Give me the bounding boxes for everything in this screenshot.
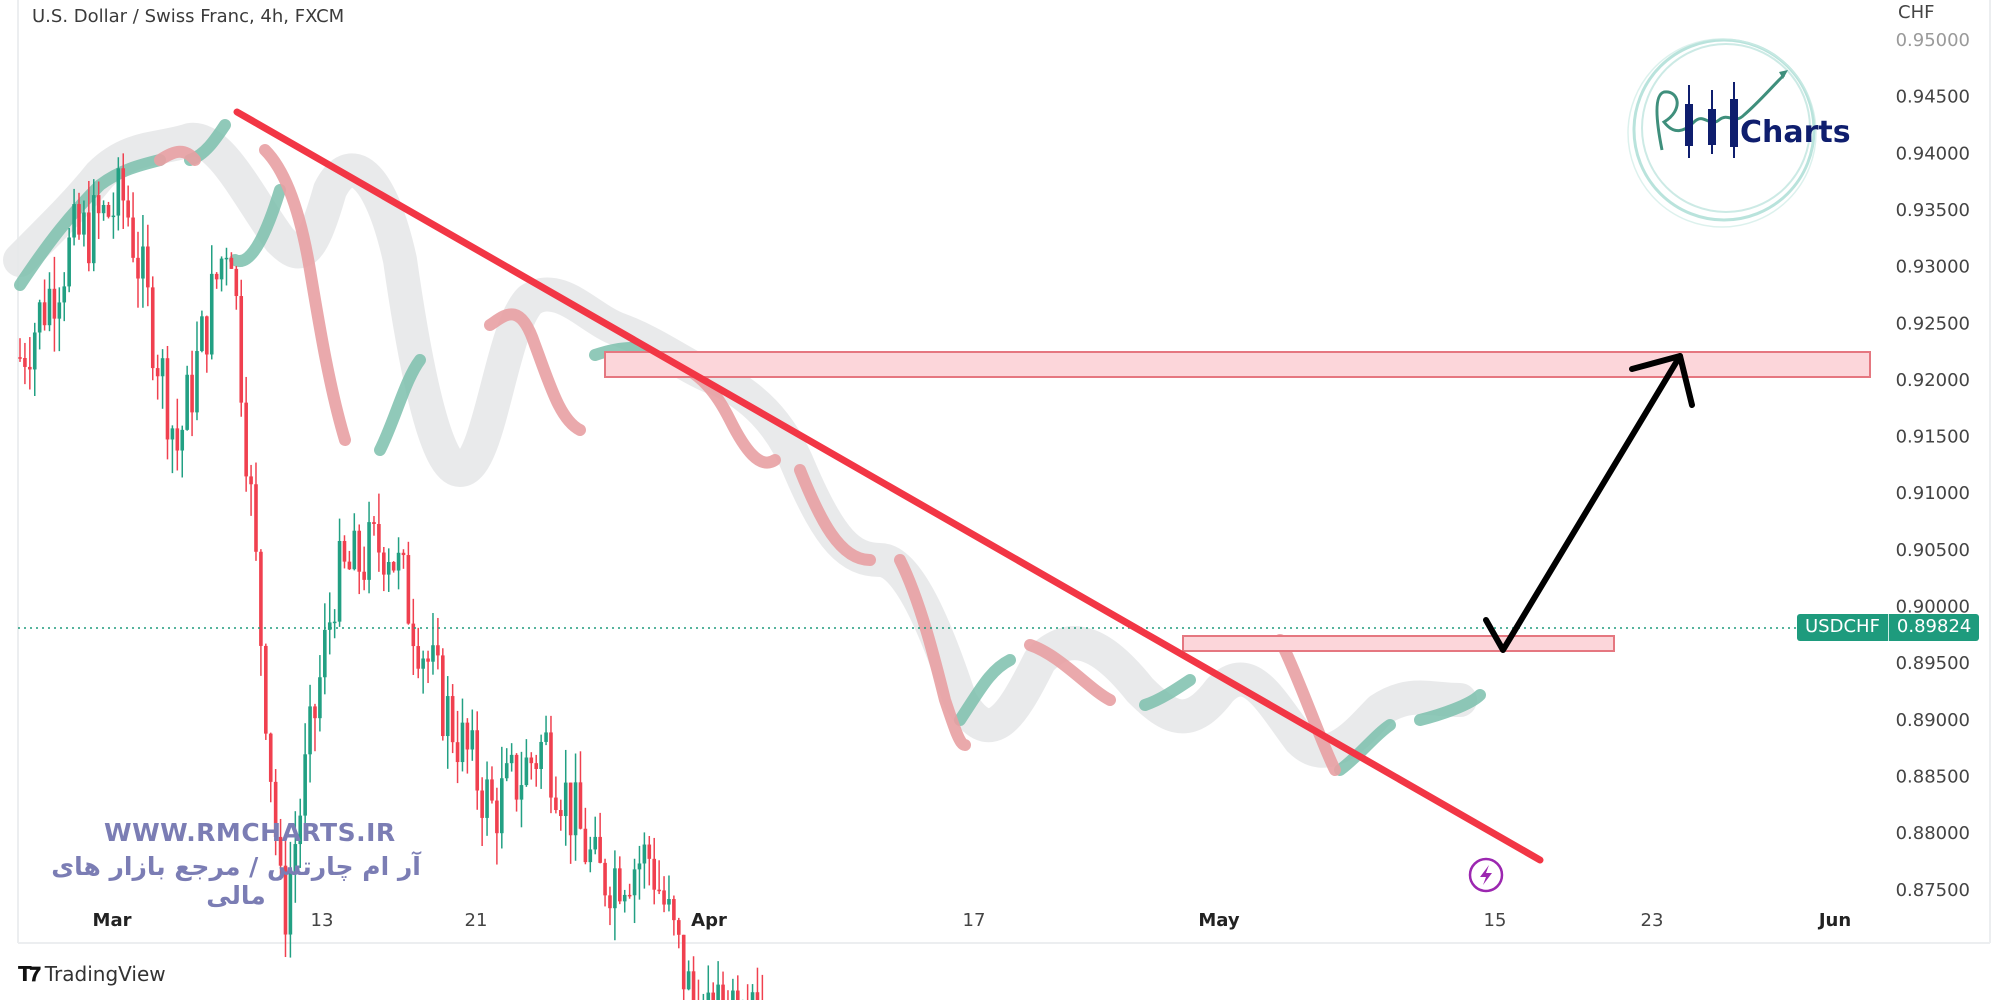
price-tick-label: 0.90000 <box>1896 597 1970 618</box>
time-tick-label: 17 <box>963 910 986 931</box>
time-tick-label: 21 <box>465 910 488 931</box>
symbol-title: U.S. Dollar / Swiss Franc, 4h, FXCM <box>32 6 345 27</box>
price-tick-label: 0.90500 <box>1896 540 1970 561</box>
watermark-url: WWW.RMCHARTS.IR <box>104 818 396 847</box>
descending-trendline[interactable] <box>233 108 1544 864</box>
flash-icon[interactable] <box>1468 857 1504 893</box>
tradingview-brand[interactable]: T𝟕 TradingView <box>18 962 166 986</box>
watermark-tagline: آر ام چارتس / مرجع بازار های مالی <box>51 852 421 910</box>
last-price-badge[interactable]: USDCHF 0.89824 <box>1797 614 1980 641</box>
time-tick-label: 15 <box>1484 910 1507 931</box>
price-tick-label: 0.87500 <box>1896 880 1970 901</box>
price-tick-label: 0.91000 <box>1896 483 1970 504</box>
time-axis[interactable]: Mar 13 21 Apr 17 May 15 23 Jun <box>93 910 1852 931</box>
projection-arrow[interactable] <box>1483 353 1695 653</box>
price-tick-label: 0.94500 <box>1896 87 1970 108</box>
time-tick-label: 23 <box>1641 910 1664 931</box>
tradingview-label: TradingView <box>44 962 166 986</box>
currency-label: CHF <box>1898 2 1935 23</box>
tradingview-logo-icon: T𝟕 <box>18 962 41 986</box>
last-price-value: 0.89824 <box>1887 614 1980 641</box>
time-tick-label: May <box>1198 910 1240 931</box>
price-tick-label: 0.95000 <box>1896 30 1970 51</box>
last-price-symbol: USDCHF <box>1797 614 1888 641</box>
logo-text: Charts <box>1740 115 1851 150</box>
retest-zone[interactable] <box>1182 635 1615 652</box>
time-tick-label: Apr <box>691 910 727 931</box>
time-tick-label: Mar <box>93 910 132 931</box>
price-axis[interactable]: 0.95000 0.94500 0.94000 0.93500 0.93000 0.925… <box>1896 30 1970 901</box>
price-tick-label: 0.89500 <box>1896 653 1970 674</box>
price-tick-label: 0.88000 <box>1896 823 1970 844</box>
time-tick-label: Jun <box>1817 910 1851 931</box>
price-tick-label: 0.88500 <box>1896 766 1970 787</box>
price-tick-label: 0.94000 <box>1896 143 1970 164</box>
candlestick-series <box>18 153 765 1004</box>
ma-ribbon-down <box>154 144 1341 776</box>
rmcharts-logo: Charts <box>1627 38 1851 228</box>
price-tick-label: 0.93000 <box>1896 257 1970 278</box>
price-tick-label: 0.92500 <box>1896 313 1970 334</box>
price-tick-label: 0.89000 <box>1896 710 1970 731</box>
price-tick-label: 0.92000 <box>1896 370 1970 391</box>
price-tick-label: 0.93500 <box>1896 200 1970 221</box>
time-tick-label: 13 <box>311 910 334 931</box>
price-tick-label: 0.91500 <box>1896 427 1970 448</box>
